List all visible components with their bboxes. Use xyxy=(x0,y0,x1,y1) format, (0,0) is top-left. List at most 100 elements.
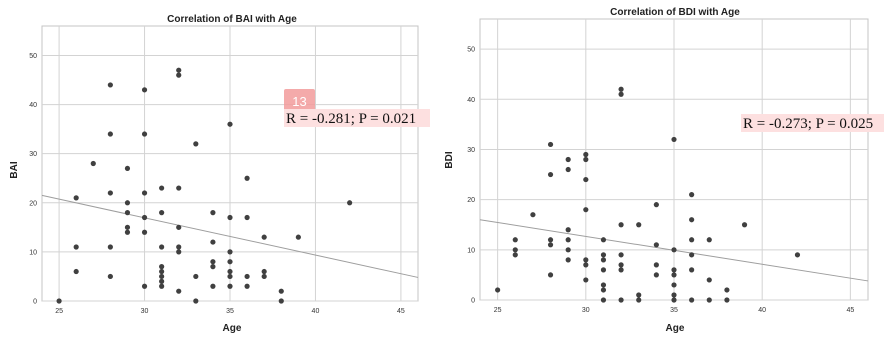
data-point xyxy=(671,267,677,273)
data-point xyxy=(741,222,748,228)
data-point xyxy=(210,264,216,270)
data-point xyxy=(689,252,695,258)
data-point xyxy=(278,298,284,304)
data-point xyxy=(671,282,677,288)
y-tick-label: 50 xyxy=(467,47,475,54)
data-point xyxy=(512,237,518,243)
data-point xyxy=(565,257,571,263)
data-point xyxy=(583,156,589,163)
data-point xyxy=(227,121,233,127)
correlation-annotation: R = -0.273; P = 0.025 xyxy=(743,116,873,132)
data-point xyxy=(124,229,131,235)
data-point xyxy=(583,176,589,183)
data-point xyxy=(565,237,571,243)
data-point xyxy=(176,185,182,191)
data-point xyxy=(227,268,233,275)
data-point xyxy=(159,278,165,284)
chart-title: Correlation of BAI with Age xyxy=(167,14,297,25)
data-point xyxy=(583,262,589,268)
data-point xyxy=(124,210,131,216)
data-point xyxy=(600,287,607,293)
data-point xyxy=(107,190,113,196)
data-point xyxy=(193,298,199,304)
data-point xyxy=(159,185,165,191)
data-point xyxy=(565,227,571,233)
data-point xyxy=(495,287,501,293)
data-point xyxy=(600,282,607,288)
data-point xyxy=(210,283,216,289)
annotation-badge xyxy=(284,89,315,113)
data-point xyxy=(636,222,642,228)
y-axis-label: BAI xyxy=(9,161,20,178)
bai-age-chart: Correlation of BAI with Age 0 10 20 30 40 50 2… xyxy=(9,14,430,334)
y-tick-label: 30 xyxy=(467,147,475,154)
data-point xyxy=(159,273,165,280)
chart-title: Correlation of BDI with Age xyxy=(610,7,740,18)
data-point xyxy=(618,91,624,97)
data-point xyxy=(583,151,589,158)
data-point xyxy=(227,273,233,280)
data-point xyxy=(244,175,250,181)
data-point xyxy=(653,262,659,268)
data-point xyxy=(210,239,216,245)
y-tick-label: 40 xyxy=(29,102,37,109)
data-point xyxy=(689,237,695,243)
fit-line xyxy=(41,194,419,278)
data-point xyxy=(176,288,182,294)
y-tick-label: 40 xyxy=(467,97,475,104)
x-tick-label: 30 xyxy=(141,308,149,315)
data-point xyxy=(671,292,677,298)
data-point xyxy=(706,277,712,283)
data-point xyxy=(794,252,801,258)
data-point xyxy=(618,222,624,228)
data-point xyxy=(124,200,131,206)
x-tick-label: 45 xyxy=(397,308,405,315)
data-point xyxy=(176,224,182,230)
data-point xyxy=(261,273,267,280)
data-point xyxy=(141,229,148,235)
data-point xyxy=(689,297,695,303)
data-point xyxy=(261,234,267,240)
y-tick-label: 20 xyxy=(29,200,37,207)
data-point xyxy=(141,131,148,137)
x-tick-label: 45 xyxy=(846,307,854,314)
data-point xyxy=(618,262,624,268)
data-point xyxy=(600,297,607,303)
data-point xyxy=(653,272,659,278)
data-point xyxy=(618,252,624,258)
x-tick-label: 40 xyxy=(758,307,766,314)
data-point xyxy=(176,244,182,250)
y-tick-label: 20 xyxy=(467,197,475,204)
data-point xyxy=(141,190,148,196)
data-point xyxy=(636,292,642,298)
data-point xyxy=(159,268,165,275)
data-point xyxy=(671,136,677,143)
data-point xyxy=(530,212,536,218)
y-tick-label: 50 xyxy=(29,53,37,60)
data-point xyxy=(107,82,113,88)
data-point xyxy=(261,268,267,275)
data-point xyxy=(227,249,233,255)
correlation-annotation: R = -0.281; P = 0.021 xyxy=(286,111,416,127)
data-point xyxy=(671,272,677,278)
data-point xyxy=(583,277,589,283)
data-point xyxy=(73,195,79,201)
data-point xyxy=(512,247,518,253)
data-point xyxy=(176,249,182,255)
data-point xyxy=(159,283,165,289)
data-point xyxy=(159,264,165,270)
x-axis-label: Age xyxy=(666,323,685,334)
data-point xyxy=(636,297,642,303)
data-point xyxy=(618,267,624,273)
y-tick-label: 0 xyxy=(33,299,37,306)
data-point xyxy=(706,237,712,243)
data-point xyxy=(73,268,79,275)
y-tick-label: 30 xyxy=(29,151,37,158)
data-point xyxy=(176,72,182,78)
data-point xyxy=(227,259,233,265)
data-point xyxy=(724,287,730,293)
x-tick-label: 35 xyxy=(670,307,678,314)
annotation-badge-text: 13 xyxy=(292,94,306,109)
data-point xyxy=(210,259,216,265)
